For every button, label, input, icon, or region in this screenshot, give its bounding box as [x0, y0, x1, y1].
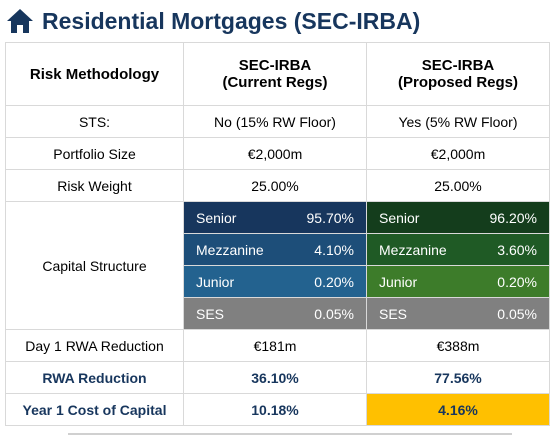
table-row: Day 1 RWA Reduction €181m €388m	[5, 329, 550, 362]
tranche-cell: Junior 0.20%	[366, 265, 550, 298]
tranche-content: Mezzanine 3.60%	[379, 242, 537, 258]
header-cell: SEC-IRBA (Proposed Regs)	[366, 42, 550, 106]
tranche-value: 0.05%	[314, 305, 354, 322]
cell: Year 1 Cost of Capital	[5, 393, 184, 426]
cell: Yes (5% RW Floor)	[366, 105, 550, 138]
header: Residential Mortgages (SEC-IRBA)	[6, 4, 420, 38]
tranche-value: 96.20%	[489, 209, 537, 226]
cell: STS:	[5, 105, 184, 138]
tranche-content: Junior 0.20%	[379, 274, 537, 290]
cell: No (15% RW Floor)	[183, 105, 367, 138]
tranche-content: SES 0.05%	[196, 306, 354, 322]
cell: 4.16%	[366, 393, 550, 426]
home-icon	[7, 9, 33, 33]
tranche-cell: Senior 95.70%	[183, 201, 367, 234]
tranche-row: Junior 0.20% Junior 0.20%	[6, 265, 550, 298]
tranche-row: Capital Structure Senior 95.70% Senior 96.20…	[5, 201, 550, 330]
cell: €2,000m	[183, 137, 367, 170]
cell: €2,000m	[366, 137, 550, 170]
table-row: Portfolio Size €2,000m €2,000m	[5, 137, 550, 170]
table-row: STS: No (15% RW Floor) Yes (5% RW Floor)	[5, 105, 550, 138]
tranche-content: Senior 96.20%	[379, 210, 537, 226]
tranche-name: Senior	[196, 209, 237, 226]
cell: 36.10%	[183, 361, 367, 394]
tranche-cell: SES 0.05%	[183, 297, 367, 330]
cell: Portfolio Size	[5, 137, 184, 170]
tranche-name: Junior	[196, 273, 235, 290]
header-row: Risk Methodology SEC-IRBA (Current Regs) …	[5, 42, 550, 106]
tranche-name: Junior	[379, 273, 418, 290]
cell: Day 1 RWA Reduction	[5, 329, 184, 362]
cell: €388m	[366, 329, 550, 362]
tranche-name: Mezzanine	[196, 241, 264, 258]
header-line: (Current Regs)	[222, 74, 328, 91]
header-line: (Proposed Regs)	[397, 74, 518, 91]
cell: 25.00%	[366, 169, 550, 202]
tranche-name: SES	[379, 305, 408, 322]
tranche-value: 3.60%	[497, 241, 537, 258]
tranche-name: SES	[196, 305, 225, 322]
header-line: SEC-IRBA	[238, 57, 312, 74]
cell: RWA Reduction	[5, 361, 184, 394]
tranche-row: Mezzanine 4.10% Mezzanine 3.60%	[6, 233, 550, 266]
cell: 10.18%	[183, 393, 367, 426]
tranche-cell: Mezzanine 3.60%	[366, 233, 550, 266]
tranche-value: 0.20%	[314, 273, 354, 290]
table-row: Year 1 Cost of Capital 10.18% 4.16%	[5, 393, 550, 426]
cell: 77.56%	[366, 361, 550, 394]
tranche-row: SES 0.05% SES 0.05%	[6, 297, 550, 330]
tranche-cell: SES 0.05%	[366, 297, 550, 330]
table-row: Risk Weight 25.00% 25.00%	[5, 169, 550, 202]
tranche-content: SES 0.05%	[379, 306, 537, 322]
tranche-value: 0.05%	[497, 305, 537, 322]
table-row: RWA Reduction 36.10% 77.56%	[5, 361, 550, 394]
tranche-cell: Junior 0.20%	[183, 265, 367, 298]
comparison-table: Risk Methodology SEC-IRBA (Current Regs) …	[5, 42, 550, 426]
tranche-name: Senior	[379, 209, 420, 226]
divider	[68, 433, 512, 435]
tranche-content: Mezzanine 4.10%	[196, 242, 354, 258]
cell: 25.00%	[183, 169, 367, 202]
tranche-content: Senior 95.70%	[196, 210, 354, 226]
title: Residential Mortgages (SEC-IRBA)	[42, 7, 421, 34]
tranche-cell: Mezzanine 4.10%	[183, 233, 367, 266]
tranche-cell: Senior 96.20%	[366, 201, 550, 234]
cell: Capital Structure	[5, 201, 184, 330]
cell: Risk Weight	[5, 169, 184, 202]
cell: €181m	[183, 329, 367, 362]
tranche-name: Mezzanine	[379, 241, 447, 258]
header-line: SEC-IRBA	[421, 57, 495, 74]
header-cell: Risk Methodology	[5, 42, 184, 106]
tranche-content: Junior 0.20%	[196, 274, 354, 290]
tranche-value: 95.70%	[306, 209, 354, 226]
tranche-value: 0.20%	[497, 273, 537, 290]
header-cell: SEC-IRBA (Current Regs)	[183, 42, 367, 106]
tranche-value: 4.10%	[314, 241, 354, 258]
